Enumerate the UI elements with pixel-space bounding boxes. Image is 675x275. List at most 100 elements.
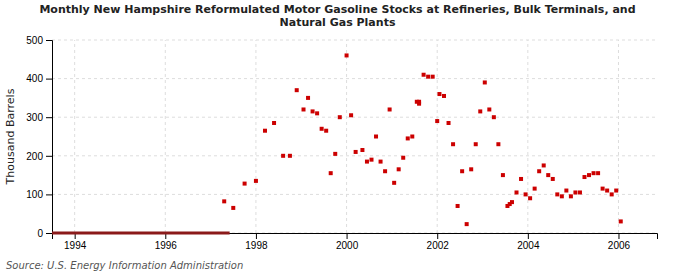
point <box>263 129 267 133</box>
point <box>456 204 460 208</box>
x-tick-mark <box>347 233 348 239</box>
y-tick-mark <box>46 156 52 157</box>
point <box>324 129 328 133</box>
y-tick-mark <box>46 233 52 234</box>
point <box>533 187 537 191</box>
point <box>437 92 441 96</box>
point <box>401 156 405 160</box>
point <box>374 135 378 139</box>
grid-line-y <box>52 117 657 118</box>
point <box>537 169 541 173</box>
point <box>519 177 523 181</box>
point <box>596 171 600 175</box>
grid-line-x <box>618 40 619 233</box>
x-tick-label: 2004 <box>517 240 540 251</box>
x-tick-label: 2000 <box>336 240 359 251</box>
point <box>614 189 618 193</box>
point <box>483 80 487 84</box>
y-tick-label: 300 <box>26 112 43 123</box>
grid <box>52 40 657 233</box>
x-tick-label: 2002 <box>427 240 450 251</box>
point <box>573 190 577 194</box>
point <box>515 190 519 194</box>
point <box>619 219 623 223</box>
point <box>320 127 324 131</box>
y-tick-mark <box>46 117 52 118</box>
x-tick: 2004 <box>517 233 540 251</box>
x-tick: 2006 <box>608 233 631 251</box>
y-tick-label: 200 <box>26 151 43 162</box>
grid-line-y <box>52 78 657 79</box>
x-tick: 2000 <box>336 233 359 251</box>
x-axis-line <box>53 234 658 240</box>
x-tick-mark <box>528 233 529 239</box>
point <box>528 196 532 200</box>
point <box>469 167 473 171</box>
y-tick: 200 <box>26 151 52 162</box>
point <box>379 160 383 164</box>
point <box>345 53 349 57</box>
point <box>551 177 555 181</box>
x-tick-label: 1998 <box>245 240 268 251</box>
grid-line-y <box>52 40 657 41</box>
point <box>426 75 430 79</box>
grid-line-x <box>165 40 166 233</box>
point <box>508 202 512 206</box>
point <box>272 121 276 125</box>
point <box>442 94 446 98</box>
point <box>478 109 482 113</box>
y-tick-label: 400 <box>26 73 43 84</box>
point <box>231 206 235 210</box>
x-tick-mark <box>618 233 619 239</box>
y-tick-label: 100 <box>26 189 43 200</box>
grid-line-x <box>255 40 256 233</box>
y-axis-title: Thousand Barrels <box>4 88 17 185</box>
point <box>447 121 451 125</box>
point <box>306 96 310 100</box>
point <box>435 119 439 123</box>
point <box>288 154 292 158</box>
grid-line-y <box>52 194 657 195</box>
point <box>329 171 333 175</box>
point <box>542 163 546 167</box>
y-axis-line <box>46 41 53 234</box>
title-line: Monthly New Hampshire Reformulated Motor… <box>39 3 635 16</box>
point <box>222 199 226 203</box>
point <box>431 75 435 79</box>
point <box>406 136 410 140</box>
y-tick-label: 500 <box>26 35 43 46</box>
y-tick-label: 0 <box>37 228 43 239</box>
y-tick-mark <box>46 194 52 195</box>
point <box>388 107 392 111</box>
x-tick: 1996 <box>155 233 178 251</box>
point <box>349 113 353 117</box>
y-tick: 0 <box>37 228 52 239</box>
x-tick: 2002 <box>427 233 450 251</box>
y-tick: 300 <box>26 112 52 123</box>
point <box>397 167 401 171</box>
plot-area <box>52 53 623 233</box>
point <box>302 107 306 111</box>
point <box>295 88 299 92</box>
point <box>546 173 550 177</box>
point <box>417 102 421 106</box>
point <box>605 189 609 193</box>
point <box>354 150 358 154</box>
point <box>474 142 478 146</box>
point <box>496 142 500 146</box>
point <box>578 190 582 194</box>
point <box>460 169 464 173</box>
y-tick: 100 <box>26 189 52 200</box>
point <box>369 158 373 162</box>
point <box>492 115 496 119</box>
x-tick-label: 1996 <box>155 240 178 251</box>
scatter-series <box>222 53 623 226</box>
x-axis: 1994199619982000200220042006 <box>53 233 658 251</box>
point <box>569 194 573 198</box>
point <box>501 173 505 177</box>
grid-line-x <box>346 40 347 233</box>
title: Monthly New Hampshire Reformulated Motor… <box>39 3 635 29</box>
chart: Monthly New Hampshire Reformulated Motor… <box>0 0 675 275</box>
line <box>52 232 230 235</box>
point <box>555 192 559 196</box>
